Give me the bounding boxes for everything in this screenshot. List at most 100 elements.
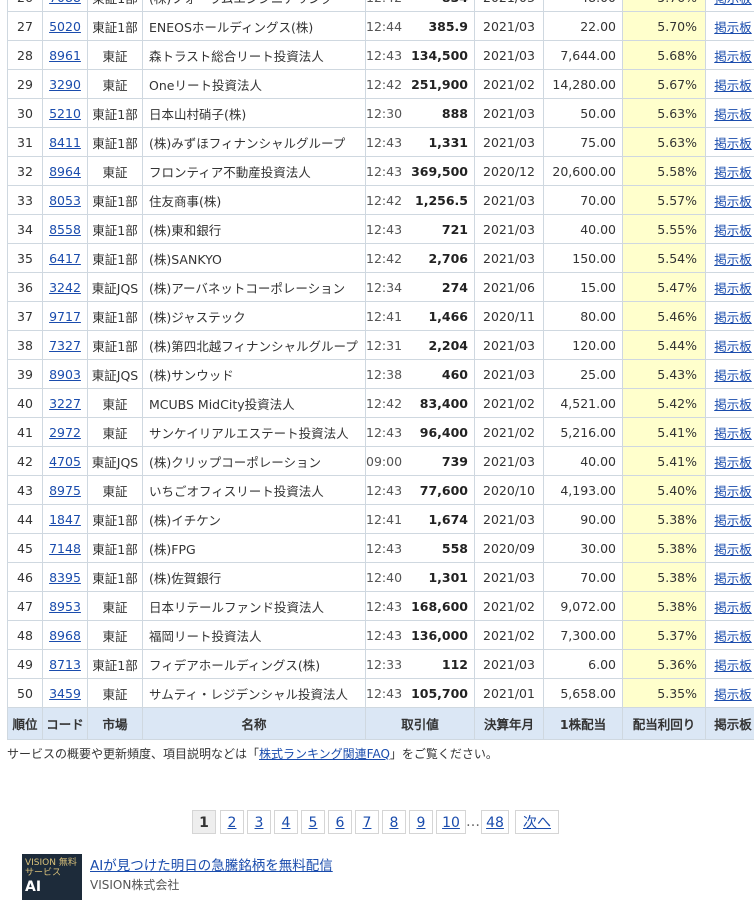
board-cell[interactable]: 掲示板	[706, 273, 754, 302]
stock-code-link[interactable]: 8053	[49, 193, 81, 208]
code-cell[interactable]: 3242	[43, 273, 88, 302]
stock-code-link[interactable]: 8968	[49, 628, 81, 643]
page-link[interactable]: 5	[301, 810, 325, 834]
stock-code-link[interactable]: 7148	[49, 541, 81, 556]
stock-code-link[interactable]: 8961	[49, 48, 81, 63]
code-cell[interactable]: 8411	[43, 128, 88, 157]
code-cell[interactable]: 8968	[43, 621, 88, 650]
message-board-link[interactable]: 掲示板	[714, 658, 752, 673]
board-cell[interactable]: 掲示板	[706, 331, 754, 360]
message-board-link[interactable]: 掲示板	[714, 165, 752, 180]
faq-link[interactable]: 株式ランキング関連FAQ	[259, 747, 390, 761]
page-link[interactable]: 10	[436, 810, 466, 834]
code-cell[interactable]: 8053	[43, 186, 88, 215]
code-cell[interactable]: 5210	[43, 99, 88, 128]
stock-code-link[interactable]: 8395	[49, 570, 81, 585]
stock-code-link[interactable]: 3290	[49, 77, 81, 92]
code-cell[interactable]: 9717	[43, 302, 88, 331]
ad-thumbnail[interactable]: VISION 無料サービス AI	[22, 854, 82, 900]
message-board-link[interactable]: 掲示板	[714, 687, 752, 702]
board-cell[interactable]: 掲示板	[706, 157, 754, 186]
code-cell[interactable]: 5020	[43, 12, 88, 41]
message-board-link[interactable]: 掲示板	[714, 339, 752, 354]
board-cell[interactable]: 掲示板	[706, 563, 754, 592]
message-board-link[interactable]: 掲示板	[714, 136, 752, 151]
code-cell[interactable]: 6417	[43, 244, 88, 273]
board-cell[interactable]: 掲示板	[706, 505, 754, 534]
code-cell[interactable]: 8961	[43, 41, 88, 70]
board-cell[interactable]: 掲示板	[706, 186, 754, 215]
board-cell[interactable]: 掲示板	[706, 99, 754, 128]
stock-code-link[interactable]: 5020	[49, 19, 81, 34]
board-cell[interactable]: 掲示板	[706, 679, 754, 708]
message-board-link[interactable]: 掲示板	[714, 426, 752, 441]
message-board-link[interactable]: 掲示板	[714, 629, 752, 644]
code-cell[interactable]: 7148	[43, 534, 88, 563]
message-board-link[interactable]: 掲示板	[714, 368, 752, 383]
board-cell[interactable]: 掲示板	[706, 650, 754, 679]
board-cell[interactable]: 掲示板	[706, 244, 754, 273]
code-cell[interactable]: 7327	[43, 331, 88, 360]
stock-code-link[interactable]: 8558	[49, 222, 81, 237]
page-last[interactable]: 48	[481, 810, 509, 834]
message-board-link[interactable]: 掲示板	[714, 600, 752, 615]
stock-code-link[interactable]: 1847	[49, 512, 81, 527]
board-cell[interactable]: 掲示板	[706, 70, 754, 99]
message-board-link[interactable]: 掲示板	[714, 0, 752, 6]
stock-code-link[interactable]: 8713	[49, 657, 81, 672]
message-board-link[interactable]: 掲示板	[714, 49, 752, 64]
board-cell[interactable]: 掲示板	[706, 389, 754, 418]
stock-code-link[interactable]: 5210	[49, 106, 81, 121]
board-cell[interactable]: 掲示板	[706, 12, 754, 41]
code-cell[interactable]: 3227	[43, 389, 88, 418]
code-cell[interactable]: 1847	[43, 505, 88, 534]
message-board-link[interactable]: 掲示板	[714, 542, 752, 557]
message-board-link[interactable]: 掲示板	[714, 252, 752, 267]
stock-code-link[interactable]: 8411	[49, 135, 81, 150]
code-cell[interactable]: 7088	[43, 0, 88, 12]
stock-code-link[interactable]: 8975	[49, 483, 81, 498]
code-cell[interactable]: 8713	[43, 650, 88, 679]
message-board-link[interactable]: 掲示板	[714, 281, 752, 296]
message-board-link[interactable]: 掲示板	[714, 455, 752, 470]
code-cell[interactable]: 8558	[43, 215, 88, 244]
code-cell[interactable]: 3290	[43, 70, 88, 99]
stock-code-link[interactable]: 8964	[49, 164, 81, 179]
page-link[interactable]: 6	[328, 810, 352, 834]
stock-code-link[interactable]: 7088	[49, 0, 81, 5]
page-link[interactable]: 4	[274, 810, 298, 834]
board-cell[interactable]: 掲示板	[706, 418, 754, 447]
message-board-link[interactable]: 掲示板	[714, 310, 752, 325]
message-board-link[interactable]: 掲示板	[714, 484, 752, 499]
ad-title-link[interactable]: AIが見つけた明日の急騰銘柄を無料配信	[90, 854, 333, 874]
stock-code-link[interactable]: 3242	[49, 280, 81, 295]
board-cell[interactable]: 掲示板	[706, 621, 754, 650]
code-cell[interactable]: 8953	[43, 592, 88, 621]
next-page-button[interactable]: 次へ	[515, 810, 559, 834]
board-cell[interactable]: 掲示板	[706, 215, 754, 244]
page-link[interactable]: 9	[409, 810, 433, 834]
code-cell[interactable]: 8395	[43, 563, 88, 592]
board-cell[interactable]: 掲示板	[706, 534, 754, 563]
message-board-link[interactable]: 掲示板	[714, 20, 752, 35]
stock-code-link[interactable]: 7327	[49, 338, 81, 353]
message-board-link[interactable]: 掲示板	[714, 397, 752, 412]
page-link[interactable]: 8	[382, 810, 406, 834]
stock-code-link[interactable]: 8903	[49, 367, 81, 382]
code-cell[interactable]: 8903	[43, 360, 88, 389]
stock-code-link[interactable]: 2972	[49, 425, 81, 440]
page-link[interactable]: 2	[220, 810, 244, 834]
message-board-link[interactable]: 掲示板	[714, 571, 752, 586]
stock-code-link[interactable]: 4705	[49, 454, 81, 469]
board-cell[interactable]: 掲示板	[706, 302, 754, 331]
message-board-link[interactable]: 掲示板	[714, 107, 752, 122]
stock-code-link[interactable]: 3459	[49, 686, 81, 701]
code-cell[interactable]: 8975	[43, 476, 88, 505]
message-board-link[interactable]: 掲示板	[714, 78, 752, 93]
code-cell[interactable]: 8964	[43, 157, 88, 186]
stock-code-link[interactable]: 9717	[49, 309, 81, 324]
code-cell[interactable]: 3459	[43, 679, 88, 708]
message-board-link[interactable]: 掲示板	[714, 513, 752, 528]
page-link[interactable]: 3	[247, 810, 271, 834]
board-cell[interactable]: 掲示板	[706, 0, 754, 12]
